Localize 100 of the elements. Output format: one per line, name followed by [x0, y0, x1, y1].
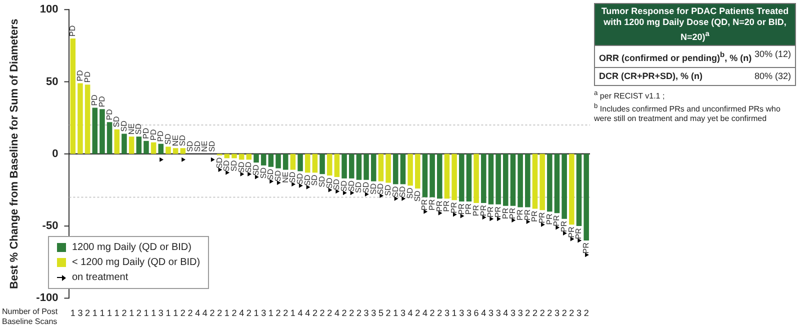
- point: [482, 215, 486, 220]
- bar: [150, 142, 156, 154]
- data-label: SD: [339, 180, 348, 192]
- data-label: SD: [354, 182, 364, 193]
- point: [210, 157, 215, 162]
- data-label: PR: [478, 204, 488, 216]
- x-tick-label: 2: [562, 308, 567, 318]
- data-label: SD: [368, 183, 378, 194]
- data-label: PR: [522, 209, 532, 220]
- data-label: NE: [280, 172, 290, 183]
- data-label: SD: [324, 177, 334, 189]
- bar: [414, 154, 420, 189]
- x-tick-label: 1: [290, 308, 296, 318]
- bar: [569, 154, 574, 225]
- x-tick-label: 5: [378, 308, 384, 318]
- data-label: PR: [428, 198, 436, 210]
- bar: [298, 154, 303, 172]
- bar: [238, 154, 244, 160]
- point: [497, 216, 501, 222]
- data-label: PD: [75, 70, 84, 82]
- bar: [106, 122, 112, 154]
- point: [350, 190, 354, 196]
- data-label: SD: [192, 140, 202, 152]
- bar: [158, 144, 164, 154]
- bar: [304, 154, 310, 173]
- data-label: PD: [156, 130, 166, 142]
- text: 30% (12): [754, 49, 791, 61]
- data-label: PD: [82, 71, 92, 83]
- x-tick-label: 3: [459, 308, 464, 318]
- bar: [430, 154, 435, 198]
- point: [563, 231, 567, 236]
- x-tick-label: 3: [158, 308, 164, 318]
- bar: [326, 154, 332, 176]
- bar: [525, 154, 530, 208]
- data-label: PR: [508, 208, 518, 219]
- x-tick-label: 1: [173, 308, 178, 318]
- data-label: NE: [200, 140, 210, 152]
- x-tick-label: 4: [334, 308, 340, 318]
- bar: [422, 154, 428, 198]
- x-tick-label: 2: [584, 308, 589, 318]
- y-tick-label: 50: [46, 76, 58, 88]
- bar: [100, 109, 105, 154]
- x-tick-label: 1: [254, 308, 259, 318]
- x-tick-label: 3: [261, 308, 266, 318]
- x-tick-label: 3: [400, 308, 406, 318]
- point: [270, 179, 274, 184]
- text: ORR (confirmed or pending)$^{b}$, % (n): [599, 49, 752, 64]
- data-label: SD: [214, 157, 224, 168]
- data-label: PD: [148, 129, 158, 140]
- bar: [584, 154, 589, 240]
- bar: [547, 154, 552, 212]
- data-label: SD: [134, 123, 144, 135]
- bar: [370, 154, 376, 182]
- x-tick-label: 1: [70, 308, 76, 318]
- data-label: PR: [516, 209, 525, 220]
- bar: [276, 154, 281, 168]
- bar: [84, 84, 90, 154]
- x-tick-label: 2: [349, 308, 354, 318]
- x-tick-label: 1: [166, 308, 171, 318]
- data-label: PR: [544, 213, 554, 225]
- x-tick-label: 2: [246, 308, 252, 318]
- bar: [532, 154, 538, 209]
- point: [342, 190, 347, 196]
- bar: [254, 154, 259, 163]
- data-label: PR: [582, 242, 591, 254]
- data-label: PD: [104, 108, 114, 120]
- data-label: SD: [119, 120, 128, 132]
- bar: [488, 154, 494, 204]
- data-label: SD: [244, 161, 254, 173]
- x-tick-label: 2: [430, 308, 435, 318]
- data-label: PD: [141, 128, 150, 139]
- bar: [364, 154, 369, 180]
- bar: [320, 154, 325, 174]
- data-label: SD: [163, 133, 172, 145]
- bar: [78, 83, 83, 154]
- bar: [136, 136, 142, 154]
- data-label: PR: [420, 198, 430, 210]
- x-tick-label: 1: [224, 308, 230, 318]
- data-label: SD: [412, 190, 422, 202]
- data-label: SD: [185, 140, 194, 152]
- bar: [503, 154, 508, 206]
- data-label: PD: [97, 96, 106, 108]
- point: [460, 214, 464, 218]
- bar: [458, 154, 464, 202]
- bar: [342, 154, 347, 178]
- x-tick-label: 1: [92, 308, 98, 318]
- x-tick-label: 1: [100, 308, 105, 318]
- bar: [348, 154, 354, 178]
- text: DCR (CR+PR+SD), % (n): [599, 71, 703, 82]
- bar: [144, 140, 149, 154]
- x-tick-label: 3: [488, 308, 494, 318]
- data-label: SD: [317, 176, 326, 188]
- x-tick-label: 3: [466, 308, 472, 318]
- text: 80% (32): [754, 71, 791, 82]
- x-tick-label: 2: [547, 308, 552, 318]
- data-label: NE: [126, 123, 136, 135]
- data-label: SD: [405, 187, 414, 199]
- bar: [282, 154, 288, 170]
- data-label: SD: [310, 174, 320, 186]
- data-label: PR: [494, 206, 503, 218]
